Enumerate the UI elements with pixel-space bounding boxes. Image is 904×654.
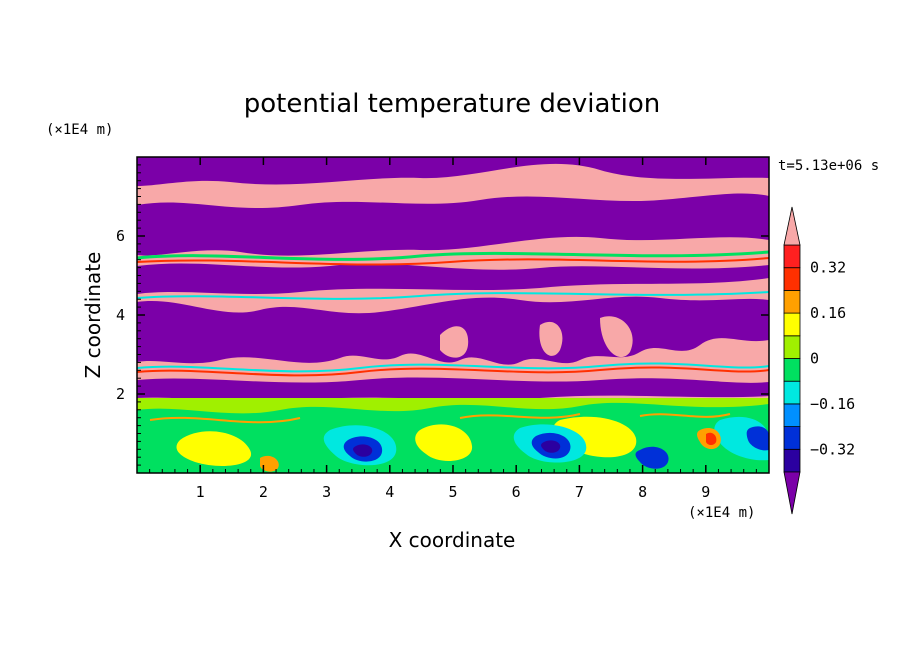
y-tick-label: 6 [116,227,125,245]
stripe-c [137,291,769,300]
y-axis-label: Z coordinate [81,252,105,379]
chart-title: potential temperature deviation [244,89,660,119]
y-tick-label: 2 [116,385,125,403]
x-tick-label: 8 [638,483,647,501]
colorbar-segment [783,380,801,405]
time-label: t=5.13e+06 s [778,158,879,174]
upper-purple-band-2 [137,193,769,256]
colorbar-tick-label: −0.32 [810,440,855,458]
fingers-pink [440,316,633,358]
x-axis-label: X coordinate [389,528,516,552]
x-tick-label: 2 [259,483,268,501]
colorbar-segment [783,403,801,427]
middle-stripe [137,362,769,373]
colorbar-segment [783,289,801,314]
colorbar-tick-label: 0.16 [810,304,846,322]
x-tick-label: 1 [196,483,205,501]
y-unit-label: (×1E4 m) [46,122,113,138]
colorbar-extend-top [783,206,801,246]
y-tick-label: 4 [116,306,125,324]
colorbar-segment [783,244,801,269]
y-axis: 2 4 6 [116,164,769,466]
colorbar-segment [783,267,801,291]
stripe-a [137,250,769,261]
colorbar-segment [783,448,801,473]
turbulent-yellow [176,416,637,466]
colorbar-segment [783,426,801,450]
colorbar-segment [783,358,801,382]
x-axis: 1 2 3 4 5 6 7 8 9 [149,157,770,501]
x-tick-label: 6 [512,483,521,501]
colorbar-segment [783,312,801,337]
x-tick-label: 3 [322,483,331,501]
x-tick-label: 4 [385,483,394,501]
colorbar-tick-label: 0.32 [810,259,846,277]
upper-purple-band-1 [137,157,769,186]
x-tick-label: 7 [575,483,584,501]
middle-stripe-2 [137,366,769,377]
heatmap-field [137,157,769,473]
x-unit-label: (×1E4 m) [688,505,755,521]
x-tick-label: 9 [701,483,710,501]
colorbar-tick-label: 0 [810,350,819,368]
stripe-b [137,257,769,266]
colorbar-tick-label: −0.16 [810,395,855,413]
turbulent-red [706,432,717,445]
x-tick-label: 5 [448,483,457,501]
turbulent-wisps [149,413,731,424]
colorbar-segment [783,335,801,359]
upper-purple-band-3 [137,263,769,294]
colorbar: 0.32 0.16 0 −0.16 −0.32 [783,206,855,515]
lower-purple-band [137,377,769,402]
colorbar-extend-bottom [783,471,801,515]
